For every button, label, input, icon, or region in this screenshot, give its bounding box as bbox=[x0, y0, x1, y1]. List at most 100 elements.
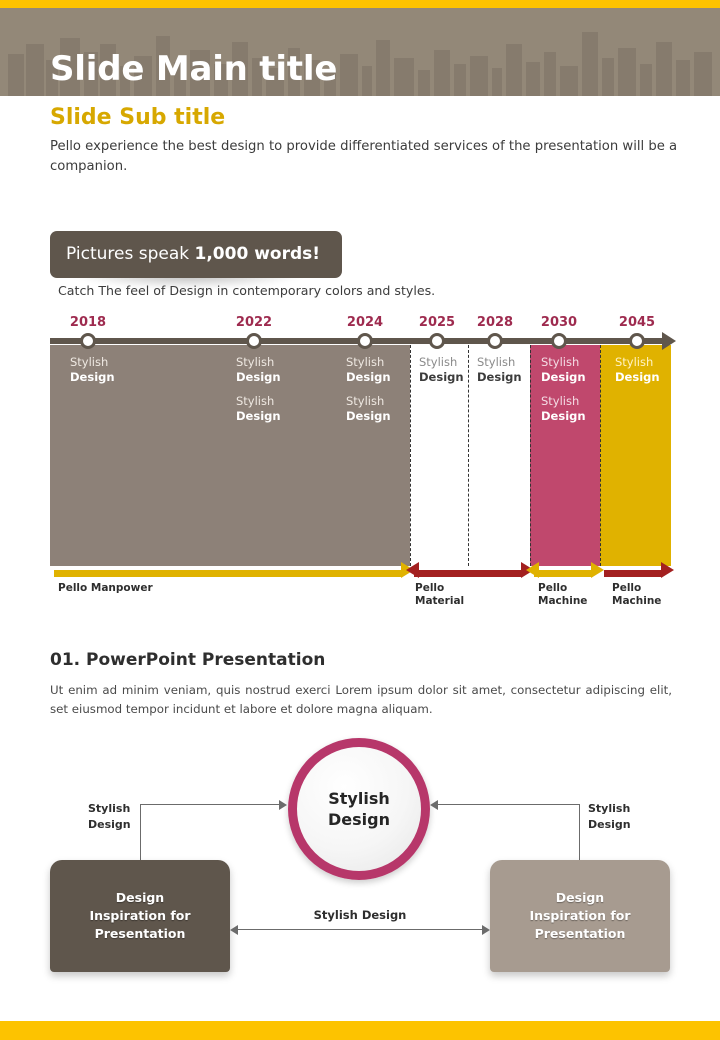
timeline-dot-2024[interactable] bbox=[356, 333, 373, 349]
timeline-column-2028 bbox=[468, 345, 532, 566]
center-circle-label: Stylish Design bbox=[328, 788, 390, 829]
header-banner: Slide Main title bbox=[0, 8, 720, 96]
timeline-year-2025: 2025 bbox=[418, 315, 456, 330]
timeline-item: Stylish Design bbox=[236, 394, 281, 423]
timeline-items-2018: Stylish Design bbox=[70, 355, 115, 394]
timeline-column-2024 bbox=[230, 345, 410, 566]
timeline-item: Stylish Design bbox=[346, 394, 391, 423]
timeline-items-2024: Stylish Design Stylish Design bbox=[346, 355, 391, 434]
timeline-segment-bar-1 bbox=[414, 570, 522, 577]
ribbon-text-bold: 1,000 words! bbox=[194, 244, 321, 264]
timeline-column-2018 bbox=[50, 345, 140, 566]
timeline-item-line1: Stylish bbox=[419, 355, 458, 369]
timeline-year-2024: 2024 bbox=[346, 315, 384, 330]
connector-left-top-vertical bbox=[140, 804, 142, 862]
timeline-item-line2: Design bbox=[346, 409, 391, 424]
timeline-column-2022 bbox=[140, 345, 230, 566]
connector-right-top-horizontal bbox=[438, 804, 580, 806]
timeline-item-line2: Design bbox=[236, 409, 281, 424]
timeline-dot-2028[interactable] bbox=[486, 333, 503, 349]
timeline-item-line2: Design bbox=[541, 409, 586, 424]
right-box: Design Inspiration for Presentation bbox=[490, 860, 670, 972]
center-circle: Stylish Design bbox=[288, 738, 430, 880]
sub-title: Slide Sub title bbox=[50, 105, 226, 130]
timeline-year-2045: 2045 bbox=[618, 315, 656, 330]
timeline-bar-label-0: Pello Manpower bbox=[58, 582, 153, 594]
timeline-column-2030 bbox=[530, 345, 602, 566]
connector-left-top-horizontal bbox=[140, 804, 280, 806]
timeline-item-line2: Design bbox=[346, 369, 391, 384]
pictures-speak-ribbon: Pictures speak 1,000 words! bbox=[50, 231, 342, 278]
timeline-item-line1: Stylish bbox=[615, 355, 654, 369]
right-branch-label: Stylish Design bbox=[588, 802, 631, 831]
timeline-year-2022: 2022 bbox=[235, 315, 273, 330]
middle-label: Stylish Design bbox=[313, 908, 407, 922]
left-branch-label: Stylish Design bbox=[88, 802, 131, 831]
left-box-label: Design Inspiration for Presentation bbox=[89, 889, 191, 942]
page-title: Slide Main title bbox=[50, 49, 338, 89]
timeline-bar-label-3: Pello Machine bbox=[612, 582, 662, 608]
timeline-item: Stylish Design bbox=[541, 394, 586, 423]
timeline-items-2028: Stylish Design bbox=[477, 355, 522, 394]
timeline-item-line2: Design bbox=[615, 369, 660, 384]
timeline-items-2030: Stylish Design Stylish Design bbox=[541, 355, 586, 434]
timeline-segment-bar-2 bbox=[534, 570, 592, 577]
timeline-item: Stylish Design bbox=[615, 355, 660, 384]
timeline-bar-label-2: Pello Machine bbox=[538, 582, 588, 608]
timeline-dot-2018[interactable] bbox=[79, 333, 96, 349]
timeline-bar-label-1: Pello Material bbox=[415, 582, 465, 608]
timeline-dot-2022[interactable] bbox=[245, 333, 262, 349]
ribbon-wrapper: Pictures speak 1,000 words! bbox=[50, 231, 342, 289]
timeline-item: Stylish Design bbox=[419, 355, 464, 384]
timeline-segment-bar-0 bbox=[54, 570, 402, 577]
arrowhead-middle-right bbox=[482, 924, 490, 935]
timeline-column-2045 bbox=[600, 345, 671, 566]
timeline-items-2045: Stylish Design bbox=[615, 355, 660, 394]
timeline-item: Stylish Design bbox=[541, 355, 586, 384]
timeline-segment-arrowhead-right-0 bbox=[401, 562, 414, 578]
timeline-item-line1: Stylish bbox=[236, 355, 275, 369]
right-box-label: Design Inspiration for Presentation bbox=[529, 889, 631, 942]
timeline-dot-2025[interactable] bbox=[428, 333, 445, 349]
timeline-segment-arrowhead-right-3 bbox=[661, 562, 674, 578]
city-skyline-icon bbox=[8, 32, 712, 96]
left-box: Design Inspiration for Presentation bbox=[50, 860, 230, 972]
timeline-year-2018: 2018 bbox=[69, 315, 107, 330]
connector-right-top-vertical bbox=[579, 804, 581, 862]
timeline-item: Stylish Design bbox=[346, 355, 391, 384]
timeline-year-2030: 2030 bbox=[540, 315, 578, 330]
timeline-segment-arrowhead-right-2 bbox=[591, 562, 604, 578]
arrowhead-left-to-circle bbox=[279, 799, 287, 810]
timeline-item-line2: Design bbox=[419, 369, 464, 384]
section-title: 01. PowerPoint Presentation bbox=[50, 650, 326, 670]
timeline-item-line1: Stylish bbox=[346, 355, 385, 369]
connector-middle-horizontal bbox=[238, 929, 482, 931]
intro-paragraph: Pello experience the best design to prov… bbox=[50, 139, 678, 175]
timeline-items-2025: Stylish Design bbox=[419, 355, 464, 394]
timeline-item: Stylish Design bbox=[70, 355, 115, 384]
timeline-segment-bar-3 bbox=[604, 570, 662, 577]
timeline-item-line2: Design bbox=[541, 369, 586, 384]
timeline-item-line1: Stylish bbox=[541, 394, 580, 409]
arrowhead-right-to-circle bbox=[430, 799, 438, 810]
timeline-items-2022: Stylish Design Stylish Design bbox=[236, 355, 281, 434]
timeline-item-line1: Stylish bbox=[236, 394, 275, 409]
top-accent-rule bbox=[0, 0, 720, 8]
timeline-axis bbox=[50, 338, 664, 344]
footer-accent-rule bbox=[0, 1021, 720, 1040]
timeline-item-line1: Stylish bbox=[346, 394, 385, 409]
timeline-axis-arrowhead-icon bbox=[662, 332, 676, 350]
timeline-item-line1: Stylish bbox=[477, 355, 516, 369]
timeline-item-line2: Design bbox=[236, 369, 281, 384]
timeline-segment-arrowhead-left-2 bbox=[526, 562, 539, 578]
arrowhead-middle-left bbox=[230, 924, 238, 935]
timeline-segment-arrowhead-right-1 bbox=[521, 562, 534, 578]
timeline-dot-2030[interactable] bbox=[550, 333, 567, 349]
timeline-segment-arrowhead-left-1 bbox=[406, 562, 419, 578]
timeline-dot-2045[interactable] bbox=[628, 333, 645, 349]
timeline-year-2028: 2028 bbox=[476, 315, 514, 330]
timeline-item-line2: Design bbox=[477, 369, 522, 384]
ribbon-text-plain: Pictures speak bbox=[66, 244, 195, 264]
timeline-item-line1: Stylish bbox=[541, 355, 580, 369]
